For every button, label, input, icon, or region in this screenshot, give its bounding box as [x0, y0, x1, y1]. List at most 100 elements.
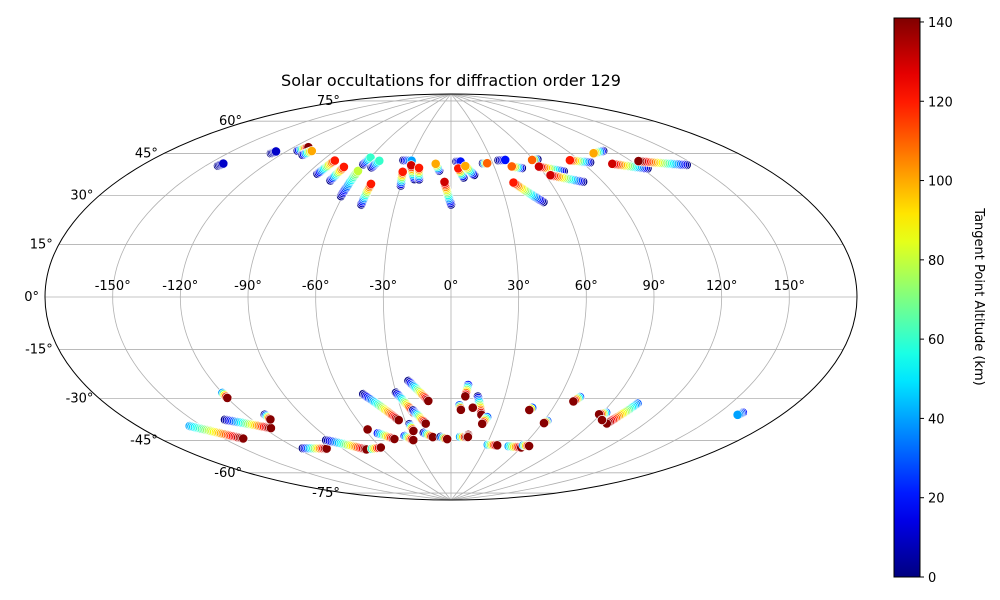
data-point — [524, 405, 535, 415]
lon-tick-label: -120° — [162, 279, 198, 294]
track-17 — [453, 163, 469, 183]
data-point — [633, 156, 644, 166]
data-point — [492, 440, 503, 451]
lon-tick-label: 150° — [774, 279, 805, 294]
data-point — [238, 433, 249, 444]
track-47 — [460, 380, 473, 402]
track-22 — [508, 177, 549, 207]
colorbar-tick-label: 120 — [928, 95, 953, 110]
data-point — [430, 158, 441, 169]
data-point — [393, 415, 404, 425]
data-point — [420, 418, 431, 429]
track-37 — [362, 424, 373, 435]
data-point — [222, 392, 233, 403]
data-point — [539, 418, 549, 428]
data-point — [439, 176, 450, 187]
data-point — [414, 162, 424, 173]
lon-tick-label: 30° — [507, 279, 530, 294]
colorbar-label: Tangent Point Altitude (km) — [971, 207, 986, 385]
track-50 — [467, 402, 478, 413]
lon-tick-label: 60° — [575, 279, 598, 294]
colorbar-tick-label: 140 — [928, 16, 953, 31]
data-point — [374, 155, 385, 166]
data-point — [455, 404, 466, 415]
data-point — [482, 158, 493, 169]
track-3 — [297, 146, 317, 160]
track-1 — [265, 146, 281, 159]
track-31 — [220, 414, 276, 433]
colorbar-tick-label: 60 — [928, 333, 945, 348]
lat-tick-label: -60° — [214, 466, 242, 481]
track-33 — [259, 409, 276, 425]
track-43 — [408, 405, 431, 429]
track-20 — [493, 154, 511, 166]
track-54 — [482, 439, 503, 451]
track-11 — [395, 166, 408, 191]
colorbar: 0 20 40 60 80 100 120 140 Tangent Point Altitude… — [893, 16, 986, 586]
track-18 — [460, 161, 479, 180]
track-14 — [430, 158, 444, 176]
track-62 — [597, 415, 607, 425]
data-point — [306, 146, 317, 156]
track-27 — [588, 146, 609, 159]
track-46 — [435, 431, 453, 444]
data-point — [329, 155, 340, 166]
data-point — [534, 161, 544, 172]
track-53 — [462, 429, 474, 442]
track-42 — [403, 375, 434, 406]
data-point — [506, 161, 517, 172]
lat-tick-label: -15° — [25, 343, 53, 358]
data-point — [397, 166, 408, 177]
lat-tick-label: 60° — [219, 114, 242, 129]
track-25 — [545, 170, 588, 187]
track-4 — [312, 155, 340, 179]
lon-tick-label: -150° — [95, 279, 131, 294]
track-7 — [358, 152, 376, 170]
track-45 — [404, 419, 419, 436]
data-point — [508, 177, 519, 188]
track-48 — [454, 400, 466, 415]
lat-tick-label: 30° — [70, 189, 93, 204]
map-area: -150° -120° -90° -60° -30° 0° 30° 60° 90° 120° 150… — [24, 93, 858, 501]
track-58 — [518, 440, 534, 451]
track-0 — [213, 158, 229, 171]
track-63 — [732, 407, 748, 420]
track-19 — [478, 158, 493, 169]
data-point — [362, 424, 373, 435]
track-8 — [366, 155, 385, 173]
data-point — [524, 441, 534, 451]
track-13 — [413, 162, 424, 185]
lon-tick-label: 120° — [706, 279, 737, 294]
colorbar-tick-label: 100 — [928, 175, 953, 190]
data-point — [597, 415, 607, 425]
data-point — [265, 423, 276, 433]
data-point — [265, 414, 276, 425]
track-44 — [418, 427, 438, 442]
lat-tick-label: 45° — [135, 147, 158, 162]
track-30 — [184, 421, 249, 444]
data-point — [460, 161, 471, 171]
lat-tick-label: -45° — [130, 434, 158, 449]
track-59 — [568, 392, 585, 407]
data-point — [375, 442, 386, 453]
lat-tick-label: -75° — [312, 486, 340, 501]
track-40 — [399, 431, 419, 445]
data-point — [408, 435, 419, 445]
data-point — [442, 434, 453, 444]
track-36 — [366, 442, 386, 454]
data-point — [607, 158, 618, 169]
lon-tick-label: 90° — [642, 279, 665, 294]
data-point — [218, 158, 229, 169]
chart-title: Solar occultations for diffraction order… — [281, 71, 621, 90]
track-57 — [539, 415, 553, 428]
track-55 — [524, 402, 538, 415]
track-61 — [601, 398, 643, 429]
data-point — [366, 178, 376, 189]
lat-tick-label: 15° — [30, 238, 53, 253]
data-point — [462, 432, 473, 442]
data-point — [353, 165, 363, 176]
data-point — [338, 161, 349, 172]
colorbar-tick-label: 40 — [928, 412, 945, 427]
lon-tick-label: -30° — [369, 279, 397, 294]
